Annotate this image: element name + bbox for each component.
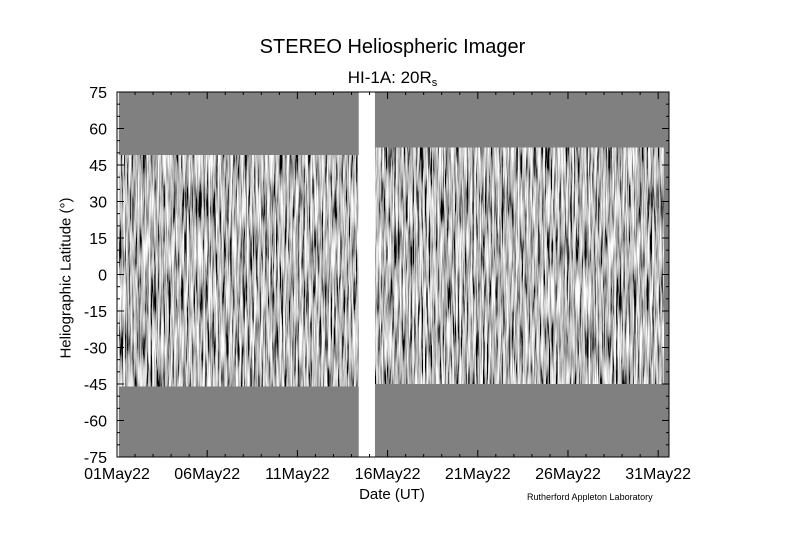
x-tick-label: 06May22 bbox=[174, 466, 240, 483]
y-tick-label: 30 bbox=[89, 195, 107, 212]
y-tick-label: -75 bbox=[84, 450, 107, 467]
chart-subtitle: HI-1A: 20Rs bbox=[0, 68, 785, 89]
subtitle-subscript: s bbox=[431, 77, 438, 89]
x-tick-label: 26May22 bbox=[535, 466, 601, 483]
y-tick-label: 15 bbox=[89, 231, 107, 248]
x-axis-label: Date (UT) bbox=[359, 486, 425, 503]
y-tick-label: -60 bbox=[84, 414, 107, 431]
y-tick-label: 60 bbox=[89, 122, 107, 139]
x-tick-label: 11May22 bbox=[265, 466, 330, 483]
data-gap-2 bbox=[358, 92, 375, 457]
y-tick-label: 75 bbox=[89, 85, 107, 102]
data-block-2 bbox=[374, 147, 664, 384]
y-tick-label: -30 bbox=[84, 341, 107, 358]
y-tick-label: -45 bbox=[84, 377, 107, 394]
y-tick-label: -15 bbox=[84, 304, 107, 321]
subtitle-main: HI-1A: 20R bbox=[347, 68, 432, 87]
credit-label: Rutherford Appleton Laboratory bbox=[527, 492, 653, 502]
x-tick-label: 01May22 bbox=[84, 466, 150, 483]
data-block-1 bbox=[118, 155, 359, 387]
x-tick-label: 16May22 bbox=[355, 466, 421, 483]
y-tick-label: 0 bbox=[98, 268, 107, 285]
y-tick-label: 45 bbox=[89, 158, 107, 175]
x-tick-label: 21May22 bbox=[445, 466, 511, 483]
x-tick-label: 31May22 bbox=[625, 466, 691, 483]
y-axis-label: Heliographic Latitude (°) bbox=[57, 197, 75, 359]
chart-title: STEREO Heliospheric Imager bbox=[259, 36, 526, 58]
